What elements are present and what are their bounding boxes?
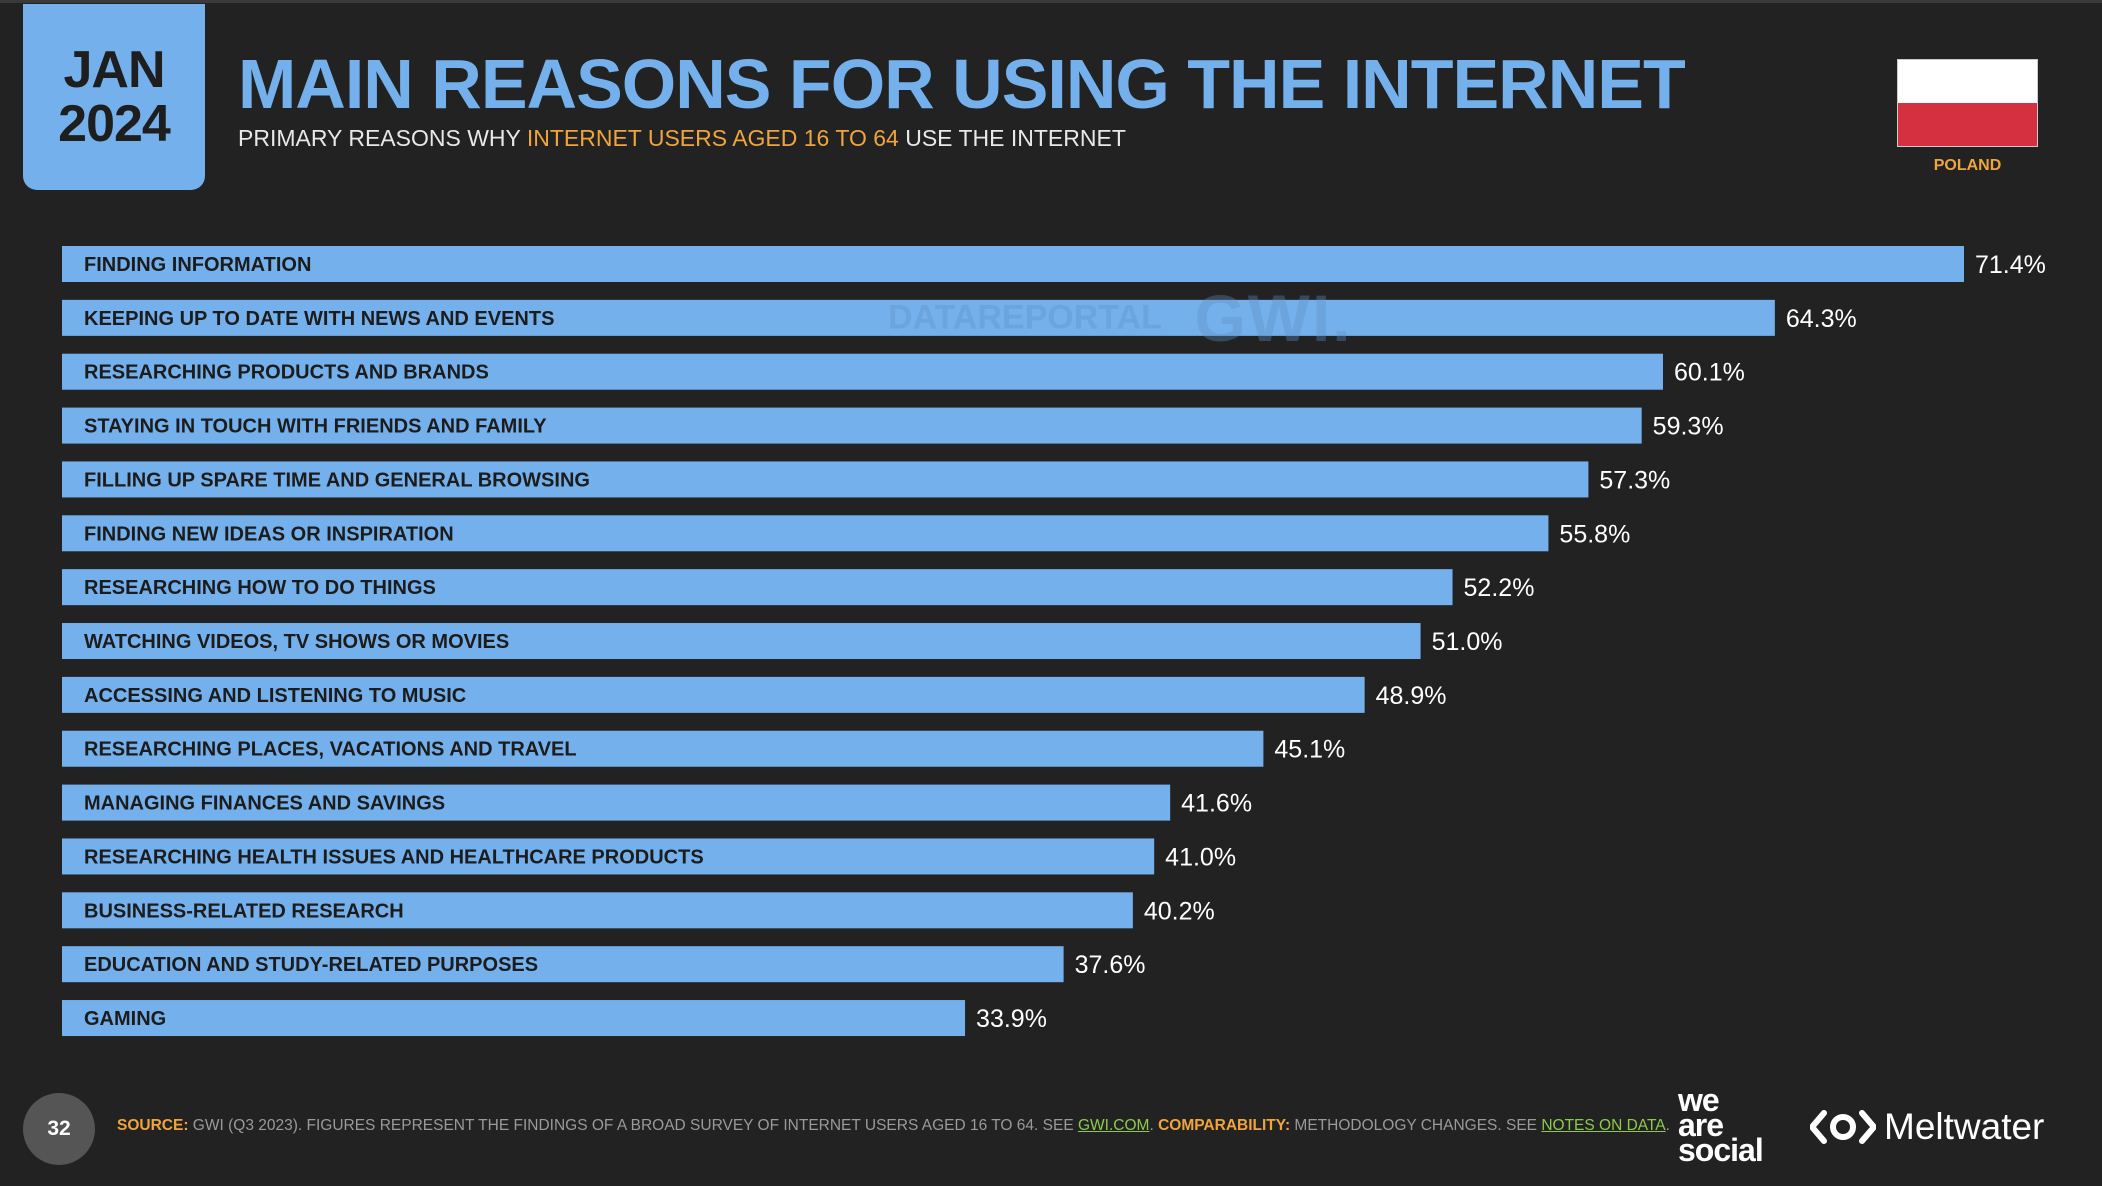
bar-category-label: FILLING UP SPARE TIME AND GENERAL BROWSI… [84, 469, 590, 491]
bar [62, 623, 1421, 660]
we-are-social-logo: we are social [1678, 1082, 1764, 1168]
meltwater-wordmark: Meltwater [1884, 1106, 2045, 1147]
bar-category-label: FINDING NEW IDEAS OR INSPIRATION [84, 523, 454, 545]
bar-value-label: 33.9% [976, 1005, 1047, 1033]
bar-value-label: 48.9% [1376, 682, 1447, 710]
bar [62, 353, 1663, 390]
bar [62, 246, 1964, 282]
bar-value-label: 41.0% [1165, 843, 1236, 871]
date-month: JAN [63, 41, 165, 99]
bar-value-label: 55.8% [1559, 520, 1630, 548]
source-note: SOURCE: GWI (Q3 2023). FIGURES REPRESENT… [117, 1117, 1670, 1134]
date-badge: JAN 2024 [23, 4, 205, 190]
bar-category-label: MANAGING FINANCES AND SAVINGS [84, 793, 445, 815]
bar-value-label: 64.3% [1786, 305, 1857, 333]
comparability-label: COMPARABILITY: [1158, 1117, 1291, 1134]
date-year: 2024 [58, 95, 171, 153]
bar [62, 838, 1155, 875]
bar-category-label: RESEARCHING PRODUCTS AND BRANDS [84, 362, 489, 384]
bar [62, 461, 1589, 498]
bar-value-label: 40.2% [1144, 897, 1215, 925]
bar [62, 676, 1365, 713]
bar-value-label: 71.4% [1975, 251, 2046, 279]
bar [62, 784, 1171, 821]
meltwater-mark-icon [1810, 1110, 1876, 1144]
bar [62, 569, 1453, 606]
bar [62, 730, 1264, 767]
bar [62, 299, 1775, 336]
bar-value-label: 52.2% [1464, 574, 1535, 602]
source-link[interactable]: GWI.COM [1077, 1117, 1150, 1134]
bar-value-label: 41.6% [1181, 790, 1252, 818]
page-subtitle: PRIMARY REASONS WHY INTERNET USERS AGED … [238, 124, 1126, 152]
bar-category-label: STAYING IN TOUCH WITH FRIENDS AND FAMILY [84, 416, 547, 438]
bar-value-label: 57.3% [1599, 466, 1670, 494]
meltwater-logo: Meltwater [1810, 1106, 2044, 1148]
source-text: GWI (Q3 2023). FIGURES REPRESENT THE FIN… [192, 1117, 1074, 1134]
page-title: MAIN REASONS FOR USING THE INTERNET [238, 45, 1686, 123]
notes-on-data-link[interactable]: NOTES ON DATA [1541, 1117, 1666, 1134]
watermark-gwi: GWI. [1194, 281, 1353, 355]
bar-value-label: 45.1% [1274, 736, 1345, 764]
bar-category-label: RESEARCHING PLACES, VACATIONS AND TRAVEL [84, 739, 577, 761]
bar [62, 1000, 966, 1037]
bar-category-label: RESEARCHING HOW TO DO THINGS [84, 577, 436, 599]
bar-category-label: WATCHING VIDEOS, TV SHOWS OR MOVIES [84, 631, 509, 653]
bar-category-label: ACCESSING AND LISTENING TO MUSIC [84, 685, 466, 707]
bar [62, 892, 1133, 929]
bar [62, 515, 1549, 552]
bar-category-label: FINDING INFORMATION [84, 254, 311, 276]
top-border [0, 0, 2102, 3]
bar-value-label: 51.0% [1432, 628, 1503, 656]
poland-flag-icon [1897, 59, 2038, 147]
watermark-datareportal: DATAREPORTAL [888, 298, 1162, 337]
bar [62, 407, 1642, 444]
bar-value-label: 59.3% [1653, 413, 1724, 441]
bar-category-label: RESEARCHING HEALTH ISSUES AND HEALTHCARE… [84, 846, 704, 868]
watermark: DATAREPORTAL GWI. [888, 280, 1353, 356]
subtitle-highlight: INTERNET USERS AGED 16 TO 64 [526, 125, 899, 151]
bar-value-label: 37.6% [1075, 951, 1146, 979]
bar [62, 946, 1064, 983]
country-label: POLAND [1933, 157, 2002, 174]
source-label: SOURCE: [117, 1117, 189, 1134]
bar-category-label: EDUCATION AND STUDY-RELATED PURPOSES [84, 954, 538, 976]
subtitle-prefix: PRIMARY REASONS WHY [238, 125, 521, 151]
comparability-text: METHODOLOGY CHANGES. SEE [1294, 1117, 1538, 1134]
bar-category-label: BUSINESS-RELATED RESEARCH [84, 900, 404, 922]
bar-value-label: 60.1% [1674, 359, 1745, 387]
bar-category-label: KEEPING UP TO DATE WITH NEWS AND EVENTS [84, 308, 554, 330]
bar-chart: FINDING INFORMATION 71.4% KEEPING UP TO DA… [62, 246, 2046, 1037]
page-number: 32 [23, 1093, 95, 1165]
subtitle-suffix: USE THE INTERNET [905, 125, 1126, 151]
bar-category-label: GAMING [84, 1008, 166, 1030]
